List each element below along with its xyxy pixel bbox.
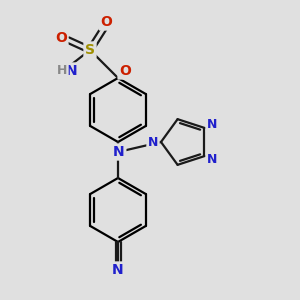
Text: H: H — [57, 64, 67, 76]
Text: N: N — [112, 263, 124, 277]
Text: S: S — [85, 43, 95, 57]
Text: N: N — [66, 64, 78, 78]
Text: N: N — [148, 136, 158, 148]
Text: O: O — [119, 64, 131, 78]
Text: O: O — [55, 31, 67, 45]
Text: N: N — [113, 145, 125, 159]
Text: O: O — [100, 15, 112, 29]
Text: N: N — [207, 153, 218, 166]
Text: N: N — [207, 118, 218, 131]
